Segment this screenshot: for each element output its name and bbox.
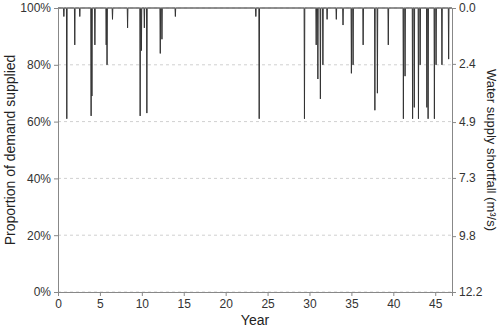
tick-label: 20 <box>219 297 233 311</box>
tick-mark <box>184 292 185 296</box>
tick: 40 <box>387 292 401 311</box>
tick: 2.4 <box>452 57 476 71</box>
tick-label: 40 <box>387 297 401 311</box>
tick-label: 100% <box>20 1 51 15</box>
tick-label: 9.8 <box>459 229 476 243</box>
grid-line <box>58 8 452 9</box>
plot: 0 5 10 15 20 25 30 35 40 45 0% 20% 40% 60% 80% 100% 0.0 2… <box>20 1 482 310</box>
tick: 45 <box>429 292 443 311</box>
grid-line <box>58 235 452 236</box>
tick: 25 <box>261 292 275 311</box>
tick: 60% <box>27 115 58 129</box>
tick-mark <box>452 64 456 65</box>
y-axis: 0% 20% 40% 60% 80% 100% <box>20 1 58 299</box>
tick: 0.0 <box>452 1 476 15</box>
tick: 80% <box>27 58 58 72</box>
line <box>58 8 452 119</box>
tick: 40% <box>27 172 58 186</box>
tick-mark <box>54 235 58 236</box>
tick-mark <box>54 292 58 293</box>
x-axis: 0 5 10 15 20 25 30 35 40 45 <box>55 292 452 311</box>
series-group <box>58 8 452 119</box>
tick: 100% <box>20 1 58 15</box>
tick-mark <box>452 236 456 237</box>
tick-label: 80% <box>27 58 51 72</box>
tick-label: 4.9 <box>459 115 476 129</box>
tick: 4.9 <box>452 115 476 129</box>
tick: 7.3 <box>452 171 476 185</box>
tick-mark <box>100 292 101 296</box>
tick: 20% <box>27 229 58 243</box>
tick: 15 <box>178 292 192 311</box>
tick-label: 12.2 <box>459 285 483 299</box>
tick: 0 <box>55 292 62 311</box>
tick-label: 60% <box>27 115 51 129</box>
y2-axis: 0.0 2.4 4.9 7.3 9.8 12.2 <box>452 1 483 299</box>
tick-label: 5 <box>97 297 104 311</box>
tick-mark <box>452 178 456 179</box>
tick: 10 <box>136 292 150 311</box>
tick-mark <box>393 292 394 296</box>
tick: 35 <box>345 292 359 311</box>
tick-mark <box>435 292 436 296</box>
frame <box>58 8 452 9</box>
grid-line <box>58 178 452 179</box>
tick-label: 25 <box>261 297 275 311</box>
tick-label: 0% <box>34 285 52 299</box>
axis-line <box>59 293 453 297</box>
tick-mark <box>54 65 58 66</box>
tick-label: 10 <box>136 297 150 311</box>
tick-label: 15 <box>178 297 192 311</box>
y2-axis-title: Water supply shortfall (m³/s) <box>484 69 499 231</box>
tick: 30 <box>303 292 317 311</box>
axis-line <box>453 9 457 293</box>
chart: 0 5 10 15 20 25 30 35 40 45 0% 20% 40% 60% 80% 100% 0.0 2… <box>0 0 500 331</box>
tick-label: 2.4 <box>459 57 476 71</box>
tick: 9.8 <box>452 229 476 243</box>
y-axis-title: Proportion of demand supplied <box>2 55 18 246</box>
tick-mark <box>452 8 456 9</box>
tick: 12.2 <box>452 285 483 299</box>
tick-mark <box>452 292 456 293</box>
tick-mark <box>142 292 143 296</box>
tick-mark <box>54 8 58 9</box>
grid-line <box>58 121 452 122</box>
tick-label: 20% <box>27 229 51 243</box>
axis-line <box>54 9 59 293</box>
tick-mark <box>351 292 352 296</box>
tick-label: 7.3 <box>459 171 476 185</box>
grid <box>58 8 452 292</box>
tick-mark <box>268 292 269 296</box>
tick-label: 40% <box>27 172 51 186</box>
tick: 5 <box>97 292 104 311</box>
x-axis-title: Year <box>241 312 270 328</box>
tick-label: 30 <box>303 297 317 311</box>
tick-mark <box>54 178 58 179</box>
tick-label: 35 <box>345 297 359 311</box>
tick-label: 0.0 <box>459 1 476 15</box>
tick-mark <box>54 122 58 123</box>
tick-label: 45 <box>429 297 443 311</box>
tick: 0% <box>34 285 58 299</box>
tick-mark <box>309 292 310 296</box>
tick-mark <box>452 122 456 123</box>
tick: 20 <box>219 292 233 311</box>
tick-mark <box>226 292 227 296</box>
grid-line <box>58 64 452 65</box>
tick-label: 0 <box>55 297 62 311</box>
